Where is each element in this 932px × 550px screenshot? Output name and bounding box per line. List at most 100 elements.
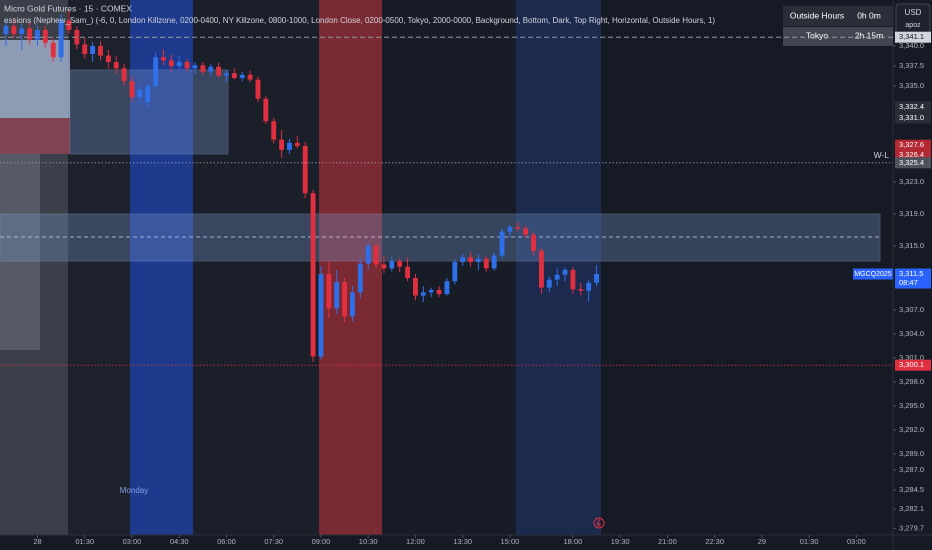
candle-body	[405, 266, 411, 278]
x-tick-label: 01:30	[75, 537, 94, 546]
x-tick-label: 22:30	[705, 537, 724, 546]
candle-body	[444, 281, 450, 294]
candle-body	[98, 46, 103, 56]
candle-body	[373, 246, 379, 265]
candle-body	[50, 42, 56, 58]
candle-body	[27, 28, 33, 40]
x-tick-label: 07:30	[264, 537, 283, 546]
event-icon[interactable]	[593, 517, 605, 529]
candle-body	[570, 270, 576, 290]
session-band	[68, 0, 130, 535]
candle-body	[562, 270, 568, 275]
level-name: W-L	[874, 150, 890, 160]
chart-title: Micro Gold Futures · 15 · COMEX	[4, 3, 132, 13]
candle-body	[184, 62, 190, 69]
candle-body	[342, 282, 348, 317]
plot-layer	[3, 10, 599, 362]
last-price-label: 3,311.5	[899, 269, 923, 278]
session-band	[130, 0, 193, 535]
price-label-box	[895, 112, 931, 124]
price-label: 3,327.6	[899, 140, 924, 149]
y-tick-label: 3,340.0	[899, 41, 924, 50]
candle-body	[483, 258, 489, 269]
candle-body	[420, 292, 426, 296]
candle-body	[279, 139, 285, 150]
countdown: 08:47	[899, 278, 918, 287]
candle-body	[413, 278, 418, 296]
y-tick-label: 3,292.0	[899, 425, 924, 434]
candle-body	[145, 86, 151, 102]
candle-body	[365, 246, 371, 264]
y-tick-label: 3,323.0	[899, 177, 924, 186]
price-label-box	[895, 359, 931, 371]
price-label: 3,331.0	[899, 113, 924, 122]
candle-body	[90, 46, 96, 54]
candle-body	[507, 226, 513, 232]
candle-body	[294, 142, 300, 146]
x-tick-label: 19:30	[611, 537, 630, 546]
table-cell: Tokyo	[806, 30, 828, 40]
candle-body	[129, 81, 135, 98]
y-tick-label: 3,284.5	[899, 485, 924, 494]
x-tick-label: 12:00	[406, 537, 425, 546]
table-row	[783, 27, 893, 46]
annotation: Monday	[120, 486, 148, 495]
candle-body	[491, 255, 497, 269]
x-tick-label: 18:00	[564, 537, 583, 546]
zone-box	[0, 118, 70, 154]
x-tick-label: 04:30	[170, 537, 189, 546]
price-label: 3,341.1	[899, 32, 924, 41]
candle-body	[302, 146, 308, 194]
candle-body	[397, 261, 403, 267]
x-tick-label: 10:30	[359, 537, 378, 546]
y-tick-label: 3,304.0	[899, 329, 924, 338]
candle-body	[594, 274, 599, 283]
y-tick-label: 3,301.0	[899, 353, 924, 362]
table-cell: 0h 0m	[857, 10, 881, 20]
candle-body	[452, 262, 458, 282]
zone-box	[0, 213, 881, 262]
y-tick-label: 3,335.0	[899, 81, 924, 90]
candle-body	[82, 44, 88, 54]
y-tick-label: 3,307.0	[899, 305, 924, 314]
event-icon	[596, 518, 601, 528]
y-tick-label: 3,298.0	[899, 377, 924, 386]
x-tick-label: 28	[33, 537, 41, 546]
candle-body	[389, 261, 395, 269]
table-cell: 2h 15m	[855, 30, 883, 40]
y-tick-label: 3,282.1	[899, 504, 924, 513]
candle-body	[105, 55, 111, 62]
last-price-box	[895, 268, 931, 289]
candle-body	[176, 62, 182, 66]
candle-body	[216, 66, 222, 76]
x-tick-label: 13:30	[453, 537, 472, 546]
candle-body	[255, 79, 261, 99]
price-label-box	[895, 31, 931, 43]
candle-body	[468, 257, 473, 262]
candle-body	[546, 279, 552, 288]
candle-body	[200, 65, 206, 72]
candle-body	[523, 228, 529, 235]
candle-body	[137, 90, 143, 98]
candle-body	[334, 282, 340, 309]
price-label: 3,326.4	[899, 150, 924, 159]
y-tick-label: 3,295.0	[899, 401, 924, 410]
candle-body	[436, 290, 442, 294]
candle-body	[121, 68, 127, 82]
session-band	[516, 0, 601, 535]
y-tick-label: 3,337.5	[899, 61, 924, 70]
candle-body	[460, 257, 466, 262]
candle-body	[231, 73, 237, 78]
candle-body	[357, 263, 363, 293]
session-band	[319, 0, 382, 535]
candle-body	[318, 274, 324, 357]
table-row	[783, 6, 893, 26]
symbol-label: MGCQ2025	[854, 271, 891, 278]
candle-body	[66, 20, 72, 30]
price-label-box	[895, 149, 931, 161]
candle-body	[3, 26, 9, 34]
price-label-box	[895, 139, 931, 151]
x-tick-label: 06:00	[217, 537, 236, 546]
candle-body	[58, 20, 64, 58]
